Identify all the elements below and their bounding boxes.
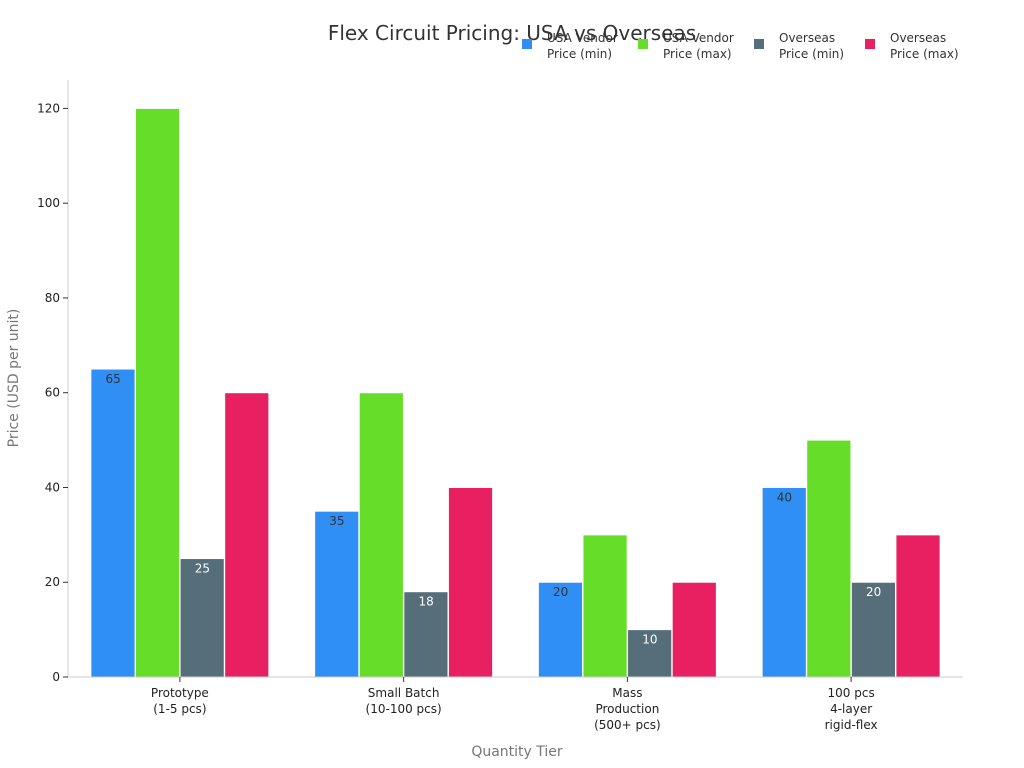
legend-label: USA Vendor Price (min) (547, 31, 618, 61)
legend-label: Overseas Price (min) (779, 31, 844, 61)
bar-value-label: 10 (642, 633, 657, 647)
bar-value-label: 20 (553, 585, 568, 599)
x-axis-label: Quantity Tier (471, 744, 563, 760)
bar (537, 581, 584, 678)
bar (358, 392, 404, 678)
bar-value-label: 35 (329, 514, 344, 528)
chart-title: Flex Circuit Pricing: USA vs Overseas (328, 21, 696, 45)
legend-swatch (638, 39, 648, 49)
x-tick-label: 100 pcs 4-layer rigid-flex (825, 686, 878, 732)
y-tick-label: 20 (45, 575, 60, 589)
legend-swatch (754, 39, 764, 49)
y-tick-label: 80 (45, 291, 60, 305)
y-ticks: 0 20 40 60 80 100 120 (37, 101, 68, 684)
bar (582, 534, 628, 678)
y-tick-label: 60 (45, 386, 60, 400)
bar (895, 534, 941, 678)
legend-swatch (865, 39, 875, 49)
y-tick-label: 100 (37, 196, 60, 210)
bar-value-label: 18 (418, 595, 433, 609)
x-tick-label: Prototype (1-5 pcs) (151, 686, 209, 716)
bar (90, 368, 136, 678)
y-tick-label: 120 (37, 101, 60, 115)
bar (761, 486, 807, 678)
bar-value-label: 20 (866, 585, 881, 599)
bar (224, 392, 270, 678)
bar-value-label: 25 (195, 562, 210, 576)
legend-label: USA Vendor Price (max) (663, 31, 734, 61)
bar (179, 558, 225, 678)
x-ticks: Prototype (1-5 pcs) Small Batch (10-100 pcs… (151, 677, 878, 732)
bar (134, 107, 181, 678)
bar (403, 591, 449, 678)
bar (447, 486, 494, 678)
bar-labels-layer: 65 25 35 18 20 10 40 20 (106, 372, 882, 647)
bar (671, 581, 717, 678)
bar (314, 510, 360, 678)
y-tick-label: 0 (52, 670, 60, 684)
x-tick-label: Mass Production (500+ pcs) (594, 686, 661, 732)
x-tick-label: Small Batch (10-100 pcs) (366, 686, 442, 716)
bar-value-label: 40 (777, 490, 792, 504)
legend-swatch (522, 39, 532, 49)
bar-value-label: 65 (106, 372, 121, 386)
legend: USA Vendor Price (min) USA Vendor Price (ma… (522, 31, 959, 61)
bars-layer (90, 107, 941, 678)
y-tick-label: 40 (45, 480, 60, 494)
bar (806, 439, 852, 678)
legend-label: Overseas Price (max) (890, 31, 959, 61)
y-axis-label: Price (USD per unit) (6, 309, 22, 448)
bar (627, 629, 673, 678)
